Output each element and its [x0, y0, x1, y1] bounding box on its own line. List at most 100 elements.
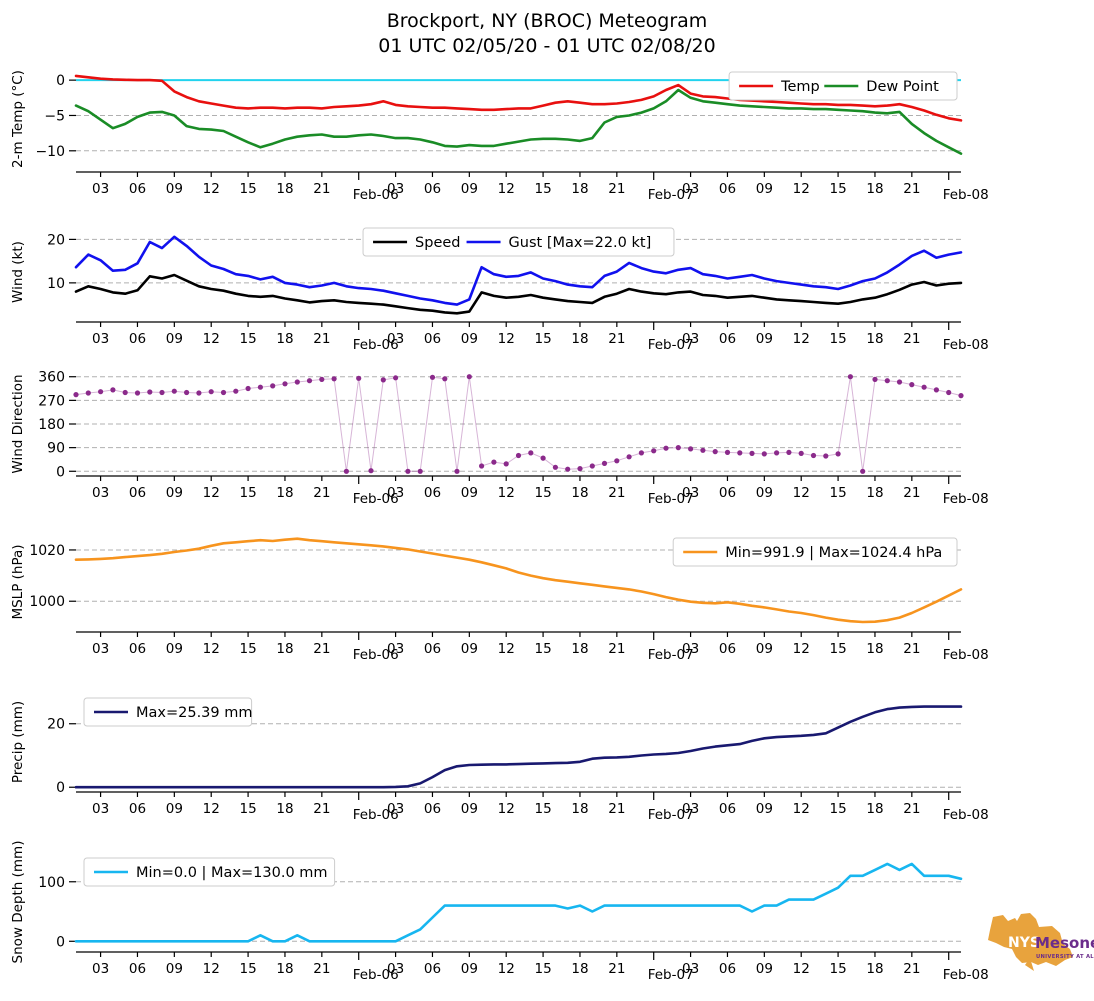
x-tick-label: 06 [424, 181, 441, 197]
x-day-label: Feb-08 [943, 491, 989, 507]
x-day-label: Feb-06 [353, 187, 399, 203]
x-tick-label: 03 [387, 181, 404, 197]
x-day-label: Feb-08 [943, 807, 989, 823]
y-tick-label: 0 [56, 780, 65, 796]
panel-temperature: 0 −5 −10 03 06 09 12 15 18 21 03 06 09 12 15 18 21 03 06 09… [10, 70, 989, 203]
wind-direction-point [946, 389, 952, 396]
x-tick-label: 03 [682, 181, 699, 197]
wind-direction-point [442, 376, 448, 382]
wind-direction-point [577, 466, 583, 472]
x-day-label: Feb-07 [648, 491, 694, 507]
x-tick-label: 21 [608, 181, 625, 197]
wind-direction-point [921, 384, 927, 390]
x-day-label: Feb-08 [943, 187, 989, 203]
x-tick-label: 09 [756, 331, 773, 347]
wind-direction-point [823, 453, 829, 459]
wind-direction-point [257, 384, 263, 390]
x-tick-label: 18 [571, 181, 588, 197]
x-tick-label: 03 [387, 801, 404, 817]
wind-direction-point [393, 375, 399, 381]
wind-direction-point [196, 390, 202, 396]
wind-direction-point [774, 450, 780, 456]
x-tick-label: 15 [239, 485, 256, 501]
x-tick-label: 21 [313, 485, 330, 501]
wind-direction-point [700, 447, 706, 453]
x-tick-label: 21 [313, 801, 330, 817]
wind-direction-point [110, 387, 116, 393]
x-tick-label: 18 [866, 961, 883, 977]
x-tick-label: 18 [276, 641, 293, 657]
legend-box [83, 857, 336, 887]
x-tick-label: 12 [793, 641, 810, 657]
x-tick-label: 15 [239, 331, 256, 347]
wind-direction-point [749, 450, 755, 456]
x-tick-label: 09 [756, 181, 773, 197]
x-tick-label: 21 [903, 641, 920, 657]
wind-direction-point [454, 468, 460, 474]
x-tick-label: 18 [571, 485, 588, 501]
x-tick-label: 06 [424, 331, 441, 347]
wind-direction-point [245, 385, 251, 392]
panel-wind: 10 20 03 06 09 12 15 18 21 03 06 09 12 15 18 21 03 06 09 12… [10, 227, 989, 353]
x-tick-label: 12 [498, 641, 515, 657]
x-tick-label: 21 [608, 961, 625, 977]
x-tick-label: 15 [829, 641, 846, 657]
wind-direction-point [368, 468, 374, 474]
wind-direction-point [737, 450, 743, 456]
wind-direction-point [85, 390, 91, 396]
y-tick-label: 180 [38, 417, 65, 433]
x-tick-label: 06 [719, 961, 736, 977]
wind-direction-point [466, 374, 472, 380]
y-tick-label: 360 [38, 370, 65, 386]
x-day-label: Feb-08 [943, 967, 989, 983]
x-tick-label: 21 [313, 961, 330, 977]
wind-direction-point [626, 454, 632, 460]
legend-label: Min=991.9 | Max=1024.4 hPa [725, 545, 942, 561]
wind-direction-point [958, 393, 964, 399]
x-tick-label: 06 [719, 485, 736, 501]
wind-direction-point [552, 464, 559, 470]
x-tick-label: 09 [461, 641, 478, 657]
x-tick-label: 18 [866, 801, 883, 817]
x-tick-label: 12 [793, 485, 810, 501]
wind-direction-point [270, 383, 276, 389]
x-tick-label: 09 [166, 801, 183, 817]
x-tick-label: 15 [829, 485, 846, 501]
wind-direction-point [786, 449, 792, 455]
x-tick-label: 12 [203, 331, 220, 347]
x-tick-label: 18 [276, 801, 293, 817]
x-tick-label: 12 [498, 485, 515, 501]
y-axis-title: 2-m Temp (°C) [10, 70, 26, 168]
y-tick-label: 0 [56, 464, 65, 480]
wind-direction-point [331, 376, 337, 382]
x-tick-label: 18 [866, 331, 883, 347]
x-tick-label: 18 [866, 485, 883, 501]
wind-direction-point [663, 445, 669, 451]
x-tick-label: 03 [92, 961, 109, 977]
x-tick-label: 06 [424, 485, 441, 501]
x-day-label: Feb-06 [353, 807, 399, 823]
x-tick-label: 18 [571, 331, 588, 347]
wind-direction-point [159, 389, 165, 396]
x-day-label: Feb-07 [648, 647, 694, 663]
wind-direction-point [171, 388, 177, 394]
y-tick-label: 20 [47, 717, 65, 733]
x-tick-label: 12 [793, 961, 810, 977]
x-tick-label: 06 [129, 801, 146, 817]
x-day-label: Feb-08 [943, 647, 989, 663]
logo-university-text: UNIVERSITY AT ALBANY [1036, 954, 1094, 960]
x-tick-label: 03 [92, 485, 109, 501]
wind-direction-point [417, 468, 423, 474]
wind-direction-point [184, 389, 190, 396]
x-tick-label: 03 [682, 961, 699, 977]
x-tick-label: 12 [498, 181, 515, 197]
x-tick-label: 03 [682, 801, 699, 817]
x-tick-label: 06 [129, 181, 146, 197]
wind-direction-point [73, 392, 79, 398]
series-line-snow_depth [74, 862, 963, 943]
x-tick-label: 21 [608, 331, 625, 347]
wind-direction-point [282, 381, 288, 387]
wind-direction-point [835, 451, 841, 457]
